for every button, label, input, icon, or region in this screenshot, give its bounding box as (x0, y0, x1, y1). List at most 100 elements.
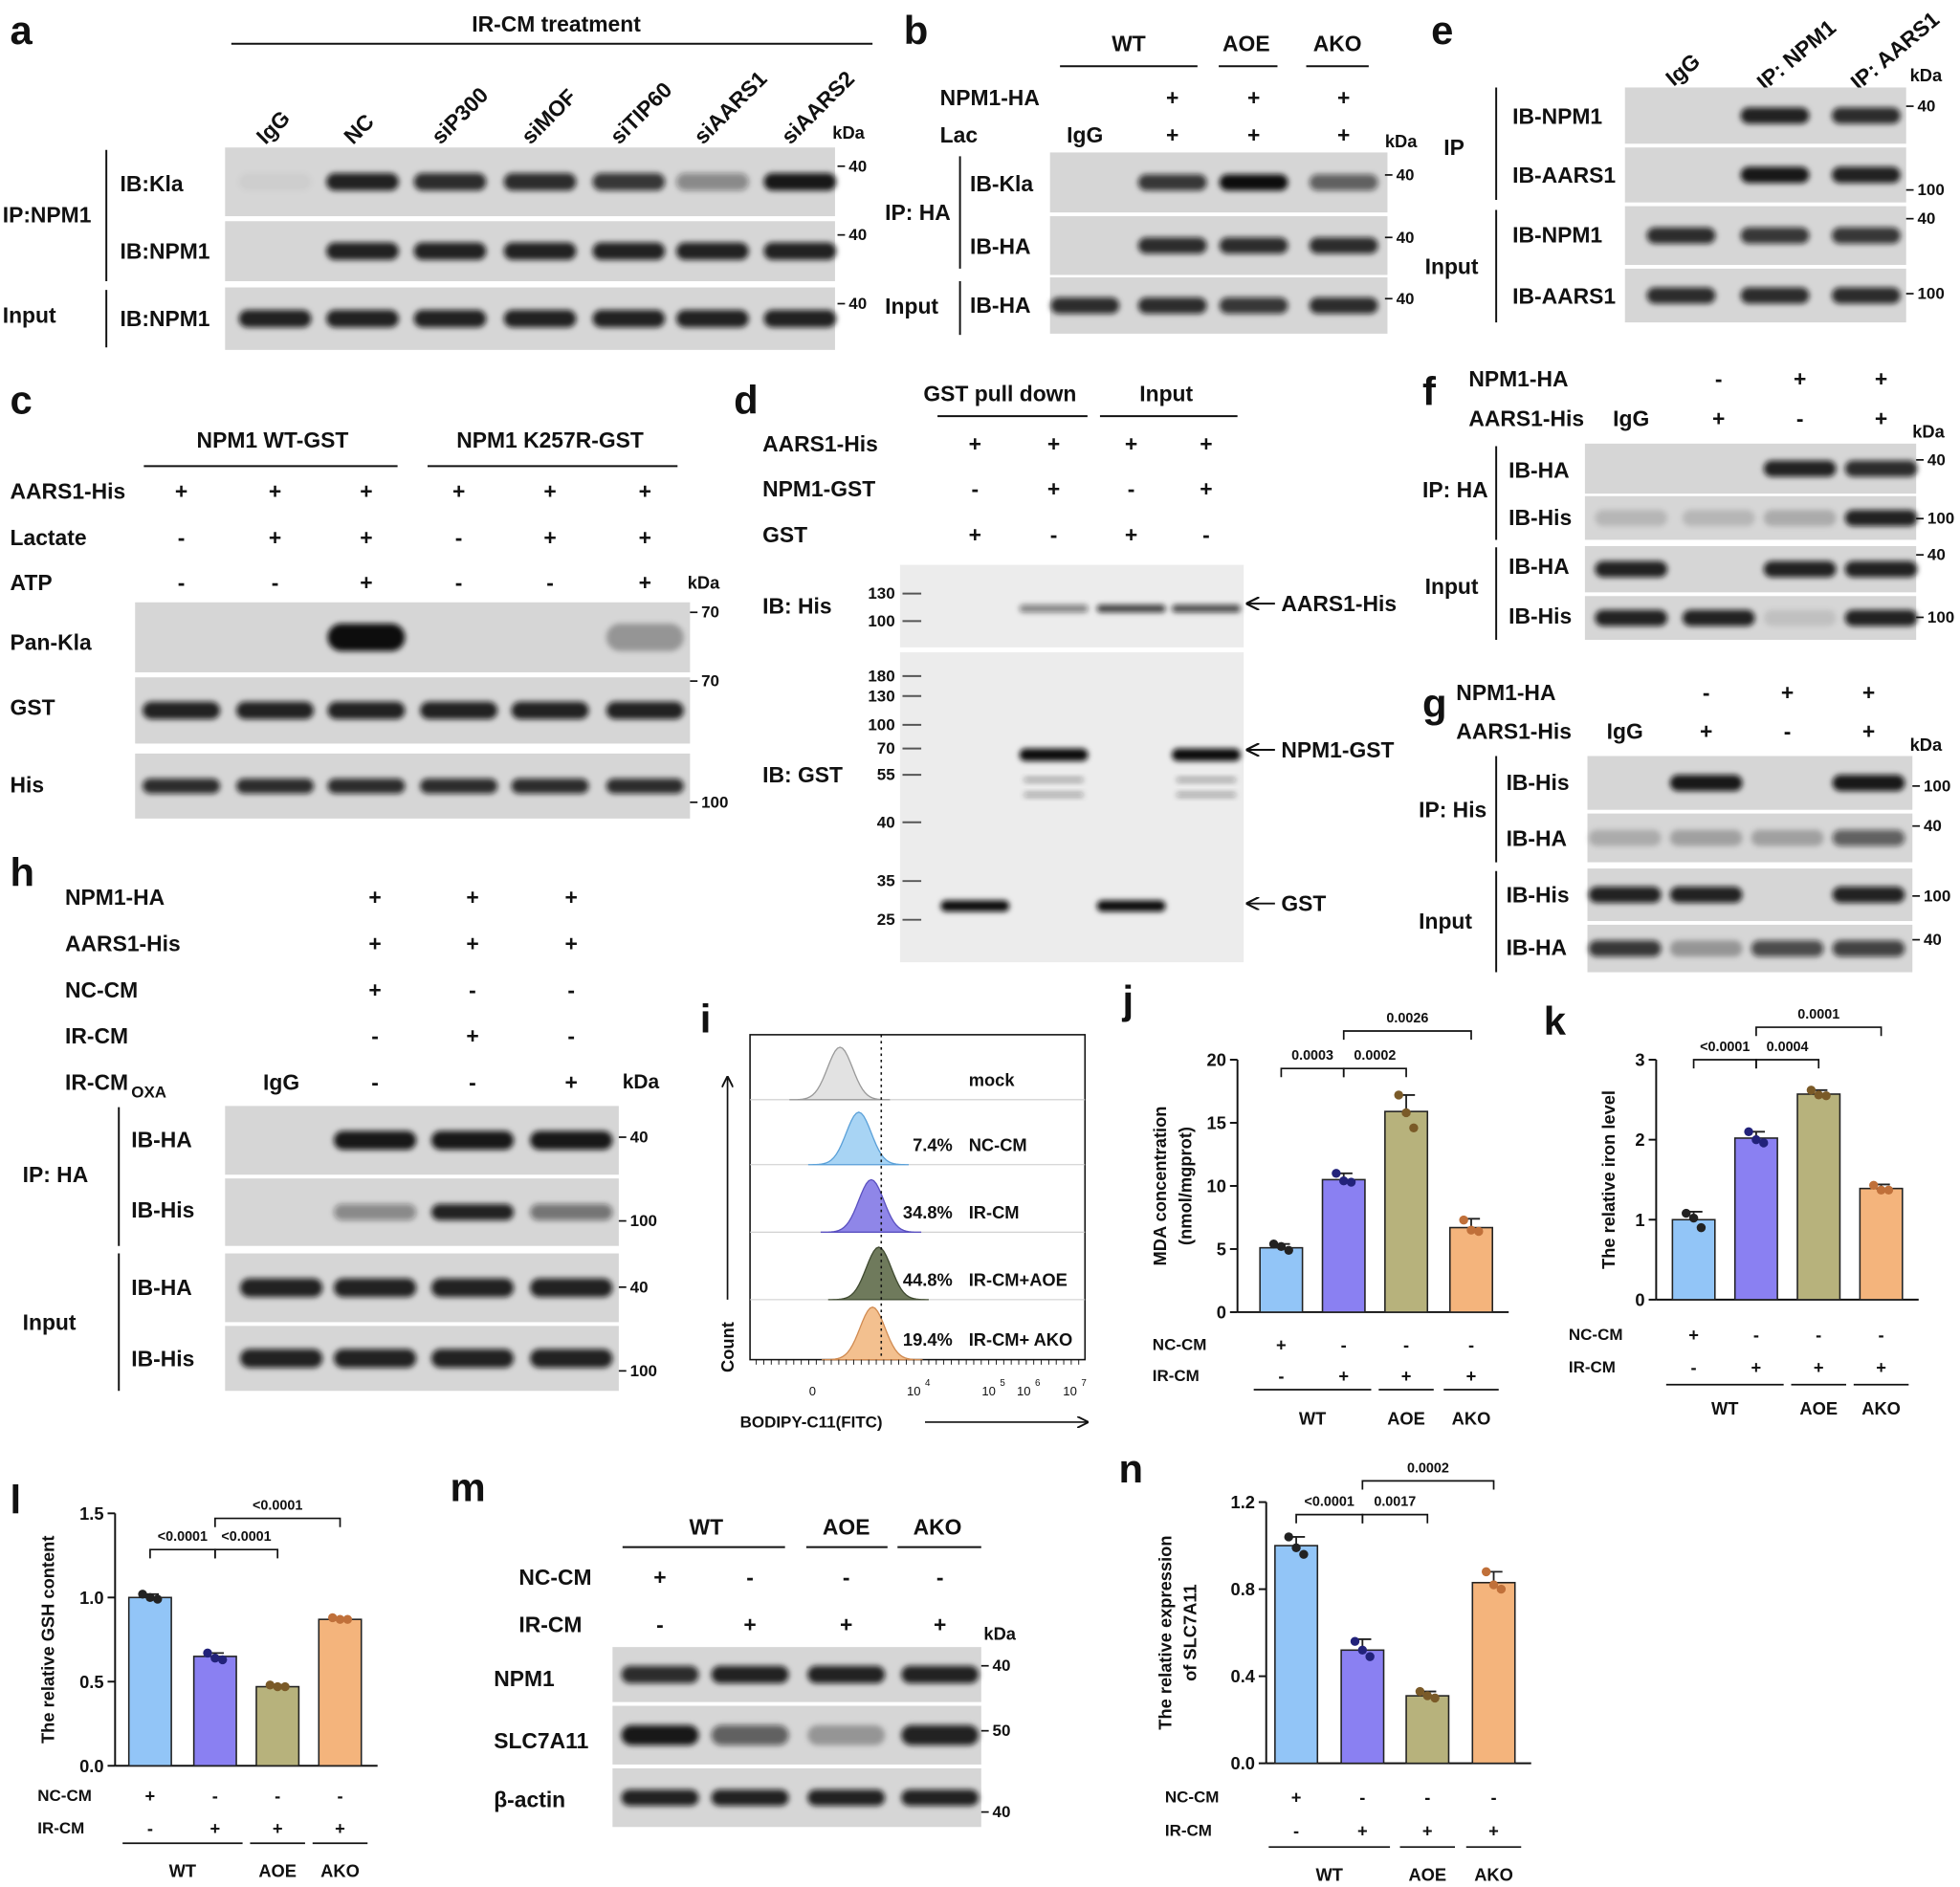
label: IgG (1613, 406, 1649, 431)
label: + (1166, 122, 1178, 147)
row-label: IB-His (1507, 770, 1570, 795)
label: + (743, 1613, 756, 1637)
y-tick-label: 0 (1635, 1289, 1644, 1309)
band (763, 172, 837, 191)
row-label: IB: GST (762, 762, 843, 787)
label: Input (1419, 909, 1472, 933)
label: + (1337, 85, 1350, 110)
condition-sign: + (335, 1818, 345, 1838)
data-point (1350, 1636, 1360, 1646)
band (333, 1349, 417, 1369)
band (530, 1130, 613, 1151)
mw-label: 130 (868, 687, 894, 705)
label: 7.4% (913, 1134, 953, 1154)
condition-label: IR-CM (1165, 1822, 1212, 1840)
label: + (360, 570, 372, 595)
label: IP: HA (1422, 477, 1488, 502)
condition-sign: + (1401, 1366, 1412, 1386)
band (711, 1789, 789, 1807)
significance-bracket (1755, 1059, 1820, 1069)
band (763, 242, 837, 260)
band (606, 624, 684, 651)
label: - (1202, 522, 1210, 547)
condition-sign: + (1876, 1357, 1886, 1377)
label: + (360, 525, 372, 550)
label: IR-CM+ AKO (969, 1329, 1072, 1349)
label: IR-CM treatment (472, 11, 641, 36)
label: 10 (981, 1384, 996, 1398)
band (238, 172, 312, 191)
band (1831, 227, 1901, 244)
band (1024, 777, 1084, 782)
data-point (210, 1653, 220, 1663)
mw-label: 100 (868, 715, 894, 734)
band (1019, 604, 1089, 613)
label: + (269, 479, 281, 504)
y-tick-label: 0.8 (1231, 1579, 1255, 1599)
band (1137, 237, 1207, 254)
data-point (1332, 1169, 1341, 1178)
band (1844, 560, 1918, 578)
label: + (1200, 476, 1212, 501)
label: ATP (11, 570, 53, 595)
label: + (1875, 366, 1887, 391)
label: + (543, 525, 556, 550)
y-axis-label: The relative iron level (1598, 1090, 1619, 1269)
band (1309, 174, 1378, 191)
p-value: 0.0004 (1767, 1040, 1809, 1055)
label: + (360, 479, 372, 504)
band (675, 310, 749, 328)
row-label: SLC7A11 (494, 1728, 588, 1753)
band (239, 1278, 323, 1298)
condition-sign: - (1816, 1325, 1821, 1345)
data-point (1759, 1138, 1769, 1148)
row-label: IB:NPM1 (121, 306, 210, 331)
condition-sign: - (1341, 1334, 1347, 1354)
condition-sign: + (210, 1818, 221, 1838)
band (901, 1724, 980, 1745)
condition-sign: + (1688, 1325, 1699, 1345)
data-point (203, 1648, 212, 1658)
label: AARS1-His (1456, 718, 1572, 743)
condition-sign: + (1338, 1366, 1349, 1386)
panel-letter: j (1121, 977, 1134, 1022)
band (1595, 560, 1668, 578)
p-value: <0.0001 (158, 1529, 208, 1545)
p-value: 0.0001 (1797, 1007, 1839, 1022)
band (1219, 237, 1288, 254)
label: + (368, 931, 381, 955)
bar (1449, 1226, 1493, 1313)
data-point (265, 1680, 275, 1690)
band (1844, 609, 1918, 626)
label: Input (885, 294, 938, 318)
band (807, 1724, 886, 1745)
data-point (1346, 1177, 1356, 1187)
label: + (969, 522, 981, 547)
band (530, 1278, 613, 1298)
y-axis-label: The relative expression (1155, 1535, 1175, 1729)
marker-label: 40 (1917, 209, 1935, 228)
data-point (1415, 1686, 1425, 1697)
label: + (565, 931, 578, 955)
lane-label: IgG (252, 105, 295, 148)
condition-sign: + (1422, 1821, 1433, 1841)
band (621, 1789, 699, 1807)
band (1831, 166, 1901, 184)
group-label: WT (1299, 1409, 1326, 1429)
label: - (1796, 406, 1804, 431)
data-point (1268, 1239, 1279, 1249)
y-tick-label: 0.0 (79, 1756, 103, 1776)
blot (135, 753, 691, 819)
marker-label: 40 (848, 295, 867, 313)
row-label: IB-HA (970, 233, 1031, 258)
group-label: AOE (1408, 1864, 1446, 1884)
lane-label: IP: NPM1 (1751, 14, 1840, 95)
band (1740, 107, 1810, 124)
band (1669, 940, 1743, 957)
label: GST (762, 522, 807, 547)
group-label: AKO (1452, 1409, 1491, 1429)
label: AOE (823, 1515, 870, 1540)
data-point (1751, 1134, 1761, 1145)
significance-bracket (1755, 1026, 1883, 1037)
row-label: IB-His (1507, 883, 1570, 908)
